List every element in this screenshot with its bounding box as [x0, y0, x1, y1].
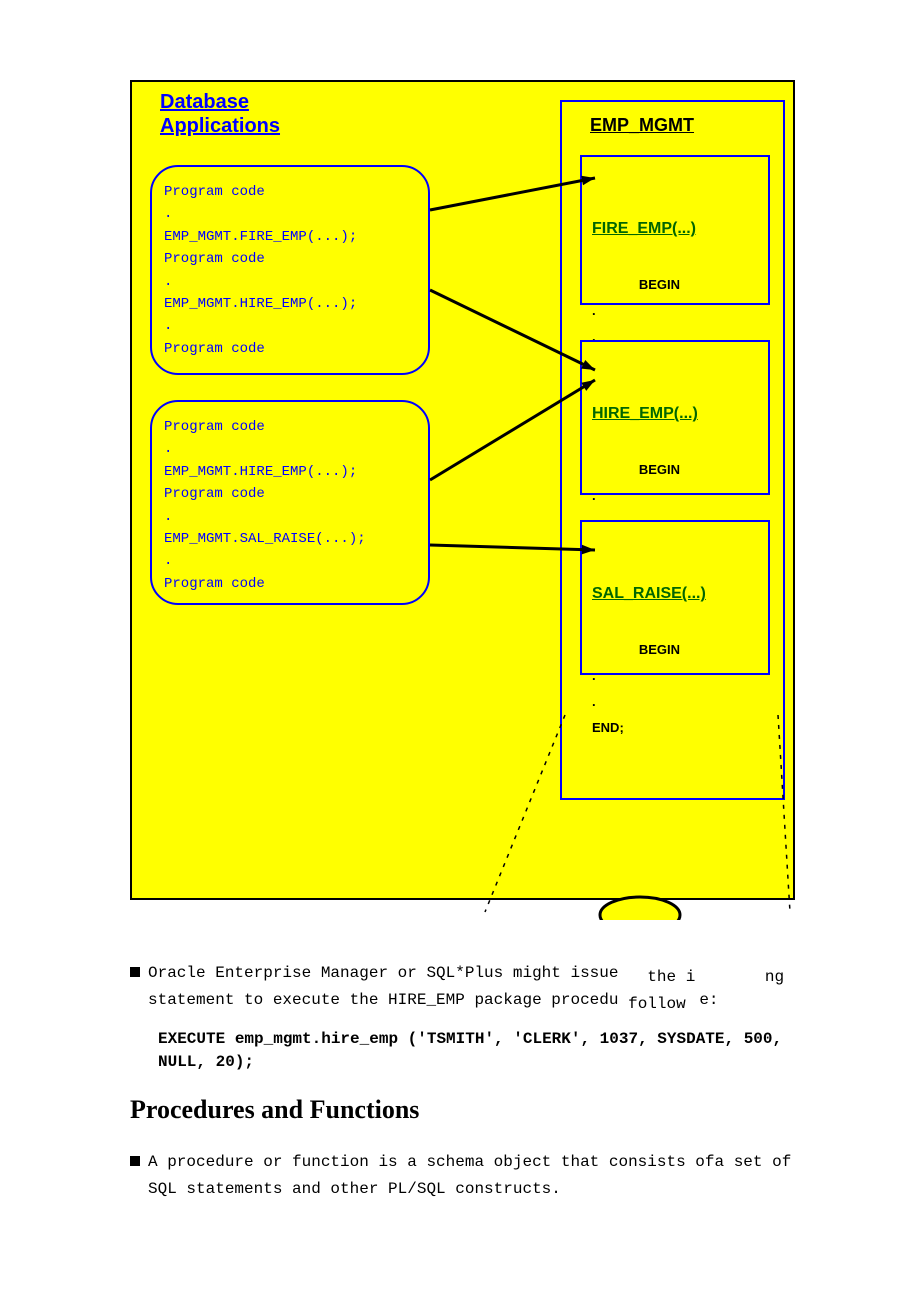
bullet-2-text: A procedure or function is a schema obje… [148, 1149, 810, 1203]
app-code-box-1: Program code . EMP_MGMT.FIRE_EMP(...); P… [150, 165, 430, 375]
diagram-container: Database Applications EMP_MGMT Program c… [130, 80, 810, 920]
proc-title-hire: HIRE_EMP(...) [592, 399, 758, 429]
code-example: EXECUTE emp_mgmt.hire_emp ('TSMITH', 'CL… [158, 1028, 810, 1073]
proc-title-sal: SAL_RAISE(...) [592, 579, 758, 609]
b1p1: Oracle Enterprise Manager or SQL*Plus mi… [148, 964, 618, 982]
bullet-square-icon [130, 1156, 140, 1166]
app-code-box-2: Program code . EMP_MGMT.HIRE_EMP(...); P… [150, 400, 430, 605]
title-line2: Applications [160, 115, 280, 137]
b1l2c: e: [699, 991, 718, 1009]
procedure-hire-emp: HIRE_EMP(...) BEGIN . . END; [580, 340, 770, 495]
title-line1: Database [160, 91, 249, 113]
b1p2: the i [647, 968, 695, 986]
b1l2b: follow [628, 995, 686, 1013]
proc-title-fire: FIRE_EMP(...) [592, 214, 758, 244]
page: Database Applications EMP_MGMT Program c… [0, 80, 920, 1250]
section-heading: Procedures and Functions [130, 1095, 810, 1125]
bullet-1: Oracle Enterprise Manager or SQL*Plus mi… [130, 960, 810, 1014]
procedure-fire-emp: FIRE_EMP(...) BEGIN . . END; [580, 155, 770, 305]
b1p3: ng [765, 968, 784, 986]
bullet-square-icon [130, 967, 140, 977]
emp-mgmt-title: EMP_MGMT [590, 115, 694, 136]
b1l2a: statement to execute the HIRE_EMP packag… [148, 991, 618, 1009]
bullet-1-text: Oracle Enterprise Manager or SQL*Plus mi… [148, 960, 810, 1014]
bullet-2: A procedure or function is a schema obje… [130, 1149, 810, 1203]
procedure-sal-raise: SAL_RAISE(...) BEGIN . . END; [580, 520, 770, 675]
database-apps-title: Database Applications [160, 90, 280, 138]
proc-body: BEGIN . . END; [592, 642, 680, 734]
